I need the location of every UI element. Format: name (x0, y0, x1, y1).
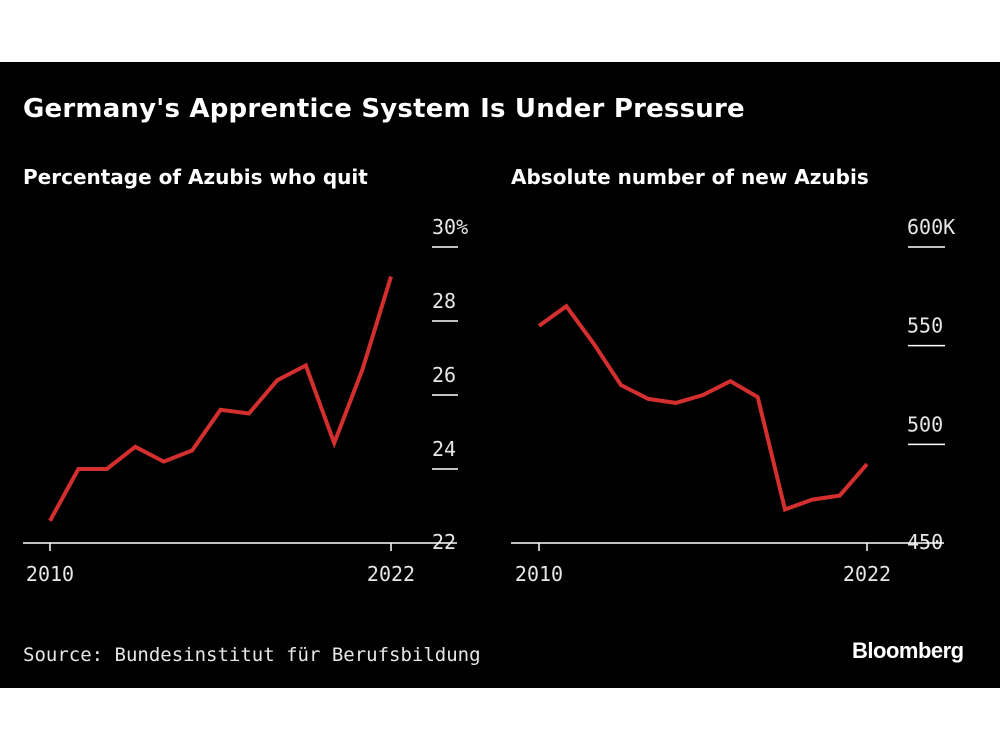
right-data-point (592, 342, 596, 346)
left-data-point (275, 378, 279, 382)
line-charts: 22 24 26 28 30% 2010 2022 450 500 550 600K 2010 2022 (23, 215, 955, 586)
right-data-point (646, 397, 650, 401)
left-data-point (389, 275, 393, 279)
right-data-point (537, 324, 541, 328)
left-data-point (162, 460, 166, 464)
left-ytick-label: 24 (432, 437, 456, 461)
left-series-line (48, 276, 393, 522)
right-data-point (701, 393, 705, 397)
left-data-point (190, 449, 194, 453)
left-ytick-label: 22 (432, 530, 456, 554)
right-data-point (674, 401, 678, 405)
right-data-point (810, 498, 814, 502)
bloomberg-logo: Bloomberg (852, 638, 964, 663)
right-data-point (865, 462, 869, 466)
right-xtick-label: 2010 (515, 562, 563, 586)
source-note: Source: Bundesinstitut für Berufsbildung (23, 644, 481, 666)
left-data-point (76, 467, 80, 471)
right-ytick-label: 500 (907, 412, 943, 436)
left-data-point (247, 412, 251, 416)
left-chart-title: Percentage of Azubis who quit (23, 165, 368, 189)
right-ytick-label: 600K (907, 215, 955, 239)
right-data-point (619, 383, 623, 387)
right-chart-title: Absolute number of new Azubis (511, 165, 869, 189)
left-data-point (361, 367, 365, 371)
left-data-point (105, 467, 109, 471)
right-data-point (783, 507, 787, 511)
left-ytick-label: 30% (432, 215, 468, 239)
left-ytick-label: 26 (432, 363, 456, 387)
left-data-point (48, 519, 52, 523)
page-title: Germany's Apprentice System Is Under Pre… (23, 94, 745, 124)
right-data-point (728, 379, 732, 383)
left-xtick-label: 2010 (26, 562, 74, 586)
left-data-point (332, 441, 336, 445)
right-ytick-label: 550 (907, 314, 943, 338)
right-xtick-label: 2022 (843, 562, 891, 586)
right-data-point (756, 395, 760, 399)
left-xtick-label: 2022 (367, 562, 415, 586)
right-ytick-label: 450 (907, 530, 943, 554)
right-series-line (537, 303, 869, 513)
left-data-point (304, 363, 308, 367)
right-data-point (838, 494, 842, 498)
left-data-point (219, 408, 223, 412)
left-data-point (133, 445, 137, 449)
left-ytick-label: 28 (432, 289, 456, 313)
right-data-point (564, 304, 568, 308)
chart-panel: Germany's Apprentice System Is Under Pre… (0, 62, 1000, 688)
